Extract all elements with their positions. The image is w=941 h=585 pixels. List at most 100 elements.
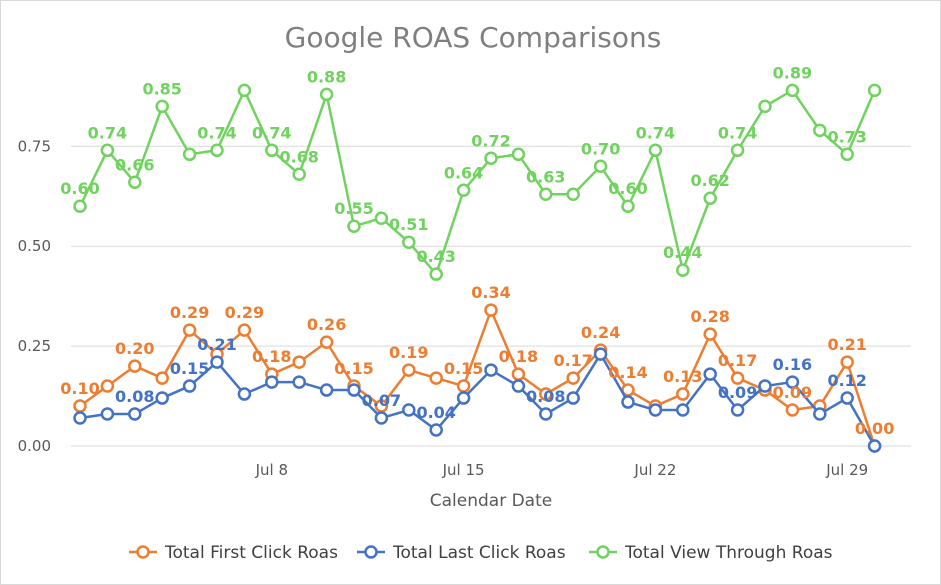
data-point — [374, 211, 389, 225]
data-point — [374, 411, 389, 425]
data-point — [648, 403, 663, 417]
data-point — [429, 371, 443, 385]
data-point — [484, 151, 498, 166]
data-point — [73, 399, 87, 413]
data-label: 0.24 — [581, 323, 620, 342]
data-point — [292, 355, 306, 369]
data-point — [73, 199, 87, 213]
data-label: 0.74 — [636, 123, 675, 142]
data-point — [539, 387, 553, 401]
y-tick-label: 0.00 — [18, 437, 51, 455]
data-point — [429, 267, 443, 281]
data-point — [840, 147, 854, 162]
data-point — [456, 183, 471, 198]
series-2 — [73, 83, 882, 281]
data-label: 0.70 — [581, 139, 620, 158]
x-tick-label: Jul 29 — [825, 461, 868, 479]
data-point — [703, 367, 717, 381]
data-point — [730, 143, 745, 158]
data-point — [785, 375, 800, 389]
data-point — [593, 159, 608, 174]
data-label: 0.15 — [444, 359, 483, 378]
data-label: 0.12 — [827, 371, 866, 390]
data-point — [813, 407, 827, 421]
data-point — [429, 423, 443, 437]
series-0 — [73, 303, 882, 453]
data-label: 0.21 — [197, 335, 236, 354]
series-lines — [73, 83, 882, 453]
data-point — [456, 391, 471, 405]
data-label: 0.28 — [690, 307, 729, 326]
data-point — [402, 235, 416, 249]
data-label: 0.18 — [499, 347, 538, 366]
data-point — [100, 143, 115, 158]
legend-item: Total Last Click Roas — [357, 543, 566, 563]
data-point — [237, 83, 252, 98]
data-point — [840, 391, 854, 405]
data-label: 0.04 — [416, 403, 455, 422]
legend-marker — [364, 545, 378, 559]
data-label: 0.60 — [60, 179, 99, 198]
data-point — [237, 387, 252, 401]
data-label: 0.10 — [60, 379, 99, 398]
data-point — [758, 379, 772, 393]
data-label: 0.19 — [389, 343, 428, 362]
legend-label: Total View Through Roas — [624, 543, 833, 563]
data-point — [128, 407, 142, 421]
data-point — [867, 83, 882, 98]
data-point — [319, 383, 334, 397]
data-label: 0.74 — [718, 123, 757, 142]
data-label: 0.62 — [690, 171, 729, 190]
data-point — [648, 143, 663, 158]
data-point — [758, 99, 772, 114]
data-label: 0.09 — [718, 383, 757, 402]
data-point — [676, 387, 690, 401]
data-label: 0.72 — [471, 131, 510, 150]
data-point — [484, 303, 498, 317]
data-label: 0.74 — [197, 123, 236, 142]
data-point — [265, 375, 279, 389]
data-point — [703, 327, 717, 341]
data-point — [539, 187, 553, 202]
data-point — [813, 123, 827, 138]
data-label: 0.73 — [827, 127, 866, 146]
y-tick-label: 0.25 — [18, 337, 51, 355]
data-point — [182, 147, 197, 162]
data-label: 0.17 — [553, 351, 592, 370]
data-label: 0.60 — [608, 179, 647, 198]
data-label: 0.17 — [718, 351, 757, 370]
data-point — [785, 403, 800, 417]
data-point — [511, 147, 526, 162]
data-label: 0.68 — [279, 147, 318, 166]
data-label: 0.08 — [115, 387, 154, 406]
data-label: 0.13 — [663, 367, 702, 386]
data-point — [703, 191, 717, 205]
data-label: 0.29 — [225, 303, 264, 322]
gridlines — [71, 145, 911, 447]
data-label: 0.55 — [334, 199, 373, 218]
data-point — [566, 391, 580, 405]
x-tick-label: Jul 8 — [255, 461, 288, 479]
data-label: 0.88 — [307, 67, 346, 86]
data-label: 0.14 — [608, 363, 647, 382]
data-point — [621, 395, 635, 409]
data-point — [676, 263, 690, 277]
data-label: 0.09 — [773, 383, 812, 402]
data-point — [402, 403, 416, 417]
legend-label: Total First Click Roas — [164, 543, 338, 563]
legend-item: Total First Click Roas — [129, 543, 338, 563]
data-point — [593, 347, 608, 361]
data-point — [566, 371, 580, 385]
data-label: 0.08 — [526, 387, 565, 406]
data-labels: 0.10 0.20 0.29 0.29 0.18 0.26 0.15 0.19 0.15 0.34… — [60, 63, 894, 438]
legend-marker — [596, 545, 610, 559]
data-point — [402, 363, 416, 377]
x-axis-title: Calendar Date — [430, 491, 552, 511]
data-label: 0.20 — [115, 339, 154, 358]
y-axis-ticks: 0.00 0.25 0.50 0.75 — [18, 137, 51, 455]
data-point — [867, 439, 882, 453]
data-point — [511, 379, 526, 393]
data-point — [676, 403, 690, 417]
legend-item: Total View Through Roas — [589, 543, 833, 563]
